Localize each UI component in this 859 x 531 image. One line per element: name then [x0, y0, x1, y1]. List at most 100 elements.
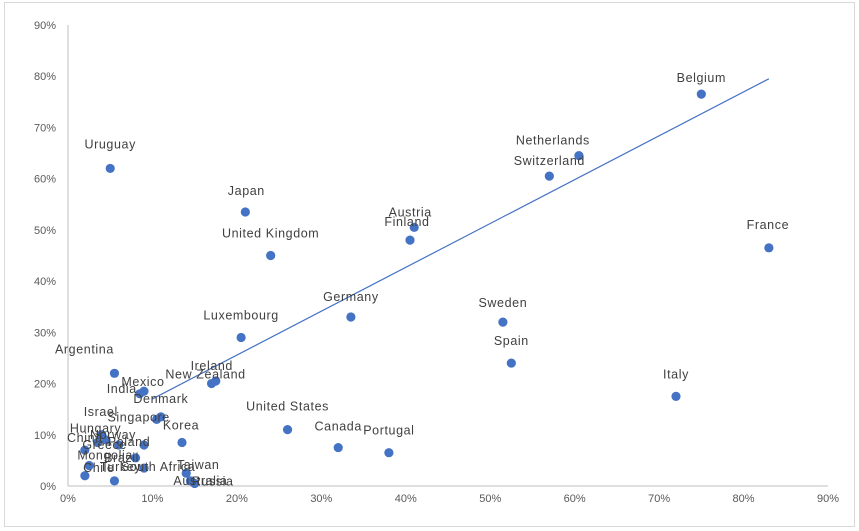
point-label: Argentina	[55, 342, 114, 356]
y-tick-label: 20%	[34, 379, 56, 391]
point-label: Australia	[173, 474, 227, 488]
data-point	[190, 478, 200, 489]
point-label: Sweden	[478, 296, 527, 310]
point-label: Russia	[192, 474, 234, 488]
data-point	[114, 440, 124, 450]
data-point	[84, 460, 94, 471]
data-point	[671, 391, 681, 401]
data-point	[80, 471, 90, 481]
point-label: Brazil	[104, 451, 139, 465]
y-tick-label: 40%	[34, 276, 56, 288]
data-point	[152, 414, 162, 425]
data-point	[266, 250, 276, 261]
x-tick-label: 50%	[479, 493, 501, 505]
x-tick-label: 90%	[817, 493, 839, 505]
y-tick-label: 50%	[34, 225, 56, 237]
data-point	[105, 163, 115, 174]
data-point	[544, 171, 554, 181]
point-label: Italy	[663, 367, 689, 381]
point-label: Chile	[83, 461, 115, 475]
data-point	[696, 89, 706, 99]
data-point	[236, 332, 246, 343]
data-point	[135, 389, 145, 399]
point-label: Austria	[389, 205, 432, 219]
point-label: Korea	[163, 418, 199, 432]
point-label: Luxembourg	[203, 308, 279, 322]
chart-frame	[4, 2, 855, 527]
point-label: Portugal	[363, 424, 414, 438]
trendline	[152, 78, 770, 400]
point-label: Finland	[384, 215, 429, 229]
point-label: Turkey	[100, 460, 141, 474]
axes: 0% 10% 20% 30% 40% 50% 60% 70% 80% 90% 0% 10% 20% 30%…	[34, 20, 839, 505]
data-point	[139, 463, 149, 473]
point-label: Hungary	[70, 421, 122, 435]
point-label: Ireland	[191, 359, 233, 373]
data-point	[80, 445, 90, 455]
point-label: Japan	[228, 184, 265, 198]
point-labels-group: Belgium Netherlands Switzerland Uruguay Japa…	[55, 71, 789, 488]
x-tick-label: 0%	[60, 493, 76, 505]
point-label: Uruguay	[84, 137, 136, 151]
point-label: Mexico	[121, 375, 164, 389]
data-point	[346, 312, 356, 322]
data-point	[333, 442, 343, 453]
data-point	[405, 235, 415, 245]
point-label: Norway	[90, 428, 136, 442]
data-point	[181, 468, 191, 478]
x-tick-label: 40%	[395, 493, 417, 505]
point-label: Greece	[82, 438, 127, 452]
data-point	[764, 243, 774, 253]
point-label: France	[747, 218, 790, 232]
y-tick-label: 30%	[34, 327, 56, 339]
point-label: Belgium	[677, 71, 726, 85]
point-label: Denmark	[133, 392, 188, 406]
x-tick-label: 10%	[141, 493, 163, 505]
x-tick-label: 30%	[310, 493, 332, 505]
trendline-group	[152, 78, 770, 400]
points-group	[80, 89, 774, 489]
data-point	[384, 448, 394, 458]
point-label: Switzerland	[514, 154, 585, 168]
x-tick-label: 60%	[564, 493, 586, 505]
point-label: Spain	[494, 334, 529, 348]
data-point	[240, 207, 250, 217]
point-label: New Zealand	[165, 368, 245, 382]
data-point	[409, 222, 419, 232]
point-label: United States	[246, 400, 329, 414]
data-point	[101, 435, 111, 445]
data-point	[92, 437, 103, 448]
data-point	[109, 476, 120, 486]
point-label: Mongolia	[77, 449, 133, 463]
y-tick-label: 80%	[34, 71, 56, 83]
point-label: China	[67, 431, 103, 445]
data-point	[177, 437, 187, 448]
y-tick-label: 90%	[34, 20, 56, 32]
data-point	[109, 368, 120, 378]
data-point	[130, 453, 141, 463]
point-label: Singapore	[107, 410, 169, 424]
data-point	[506, 358, 516, 368]
point-label: Poland	[108, 435, 151, 449]
point-label: Canada	[315, 420, 362, 434]
x-tick-label: 70%	[648, 493, 670, 505]
data-point	[574, 151, 584, 161]
data-point	[206, 378, 217, 389]
y-tick-label: 0%	[40, 481, 56, 493]
point-label: Netherlands	[516, 134, 590, 148]
point-label: Taiwan	[177, 458, 220, 472]
point-label: Germany	[323, 290, 379, 304]
data-point	[498, 317, 508, 327]
point-label: Israel	[84, 405, 118, 419]
point-label: India	[107, 382, 137, 396]
point-label: United Kingdom	[222, 227, 319, 241]
y-tick-label: 70%	[34, 122, 56, 134]
x-tick-label: 20%	[226, 493, 248, 505]
data-point	[282, 425, 293, 435]
x-tick-label: 80%	[733, 493, 755, 505]
point-label: South Africa	[121, 460, 196, 474]
data-point	[139, 440, 149, 450]
y-tick-label: 10%	[34, 430, 56, 442]
